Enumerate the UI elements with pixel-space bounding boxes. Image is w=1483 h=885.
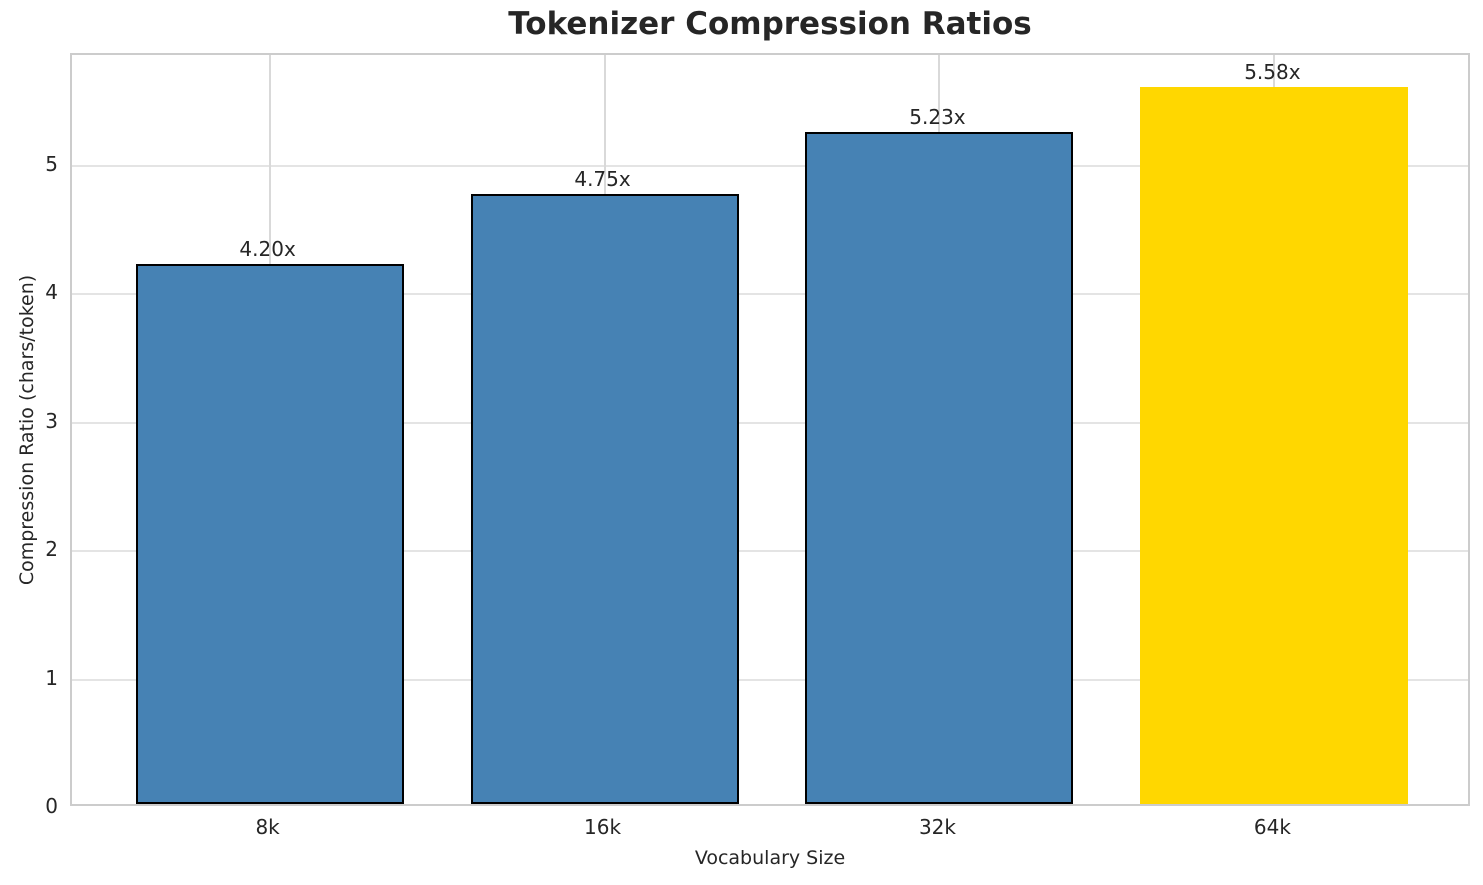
- x-axis-label: Vocabulary Size: [694, 847, 846, 869]
- x-tick-label-64k: 64k: [1253, 815, 1291, 839]
- h-gridline: [72, 421, 1468, 424]
- y-tick-label: 2: [45, 537, 58, 561]
- y-tick-label: 0: [45, 794, 58, 818]
- bar-16k: [470, 193, 739, 804]
- h-gridline: [72, 678, 1468, 681]
- plot-area: [70, 53, 1470, 806]
- bar-value-label: 5.58x: [1244, 59, 1301, 84]
- bar-value-label: 5.23x: [909, 104, 966, 129]
- bar-8k: [135, 264, 404, 804]
- x-tick-label-32k: 32k: [918, 815, 956, 839]
- y-axis-label: Compression Ratio (chars/token): [16, 274, 38, 586]
- h-gridline: [72, 293, 1468, 295]
- y-tick-label: 1: [45, 665, 58, 690]
- x-tick-label-16k: 16k: [584, 815, 622, 839]
- chart-title: Tokenizer Compression Ratios: [508, 6, 1032, 42]
- y-tick-label: 5: [45, 151, 58, 176]
- bar-32k: [805, 131, 1074, 804]
- bar-64k: [1140, 86, 1409, 804]
- bar-value-label: 4.75x: [574, 166, 631, 191]
- bar-value-label: 4.20x: [239, 237, 296, 262]
- y-tick-label: 3: [45, 408, 58, 433]
- x-tick-label-8k: 8k: [255, 815, 280, 839]
- h-gridline: [72, 164, 1468, 167]
- h-gridline: [72, 550, 1468, 552]
- y-tick-label: 4: [45, 280, 58, 304]
